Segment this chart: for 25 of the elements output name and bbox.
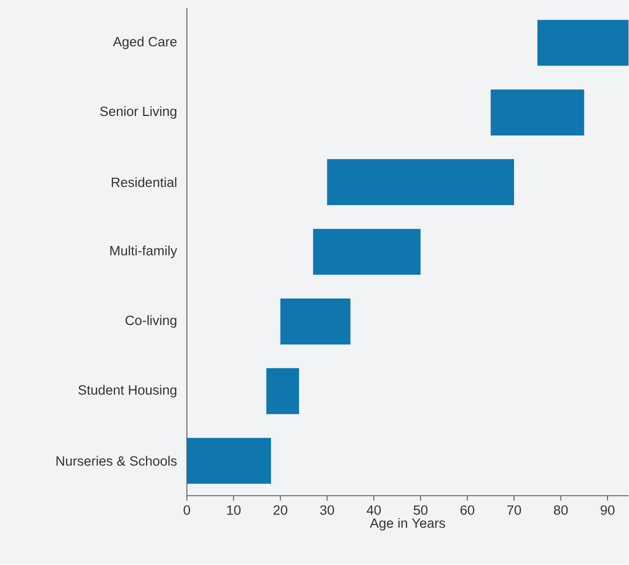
x-tick-label: 30	[320, 506, 334, 516]
x-tick-label: 80	[554, 506, 568, 516]
x-tick-label: 40	[366, 506, 381, 516]
y-tick-label: Residential	[112, 177, 176, 188]
x-tick-label: 10	[227, 506, 241, 516]
y-tick-label: Co-living	[126, 315, 176, 328]
x-tick-label: 90	[600, 506, 614, 516]
x-tick-label: 0	[184, 506, 190, 516]
y-tick-label: Nurseries & Schools	[56, 456, 177, 466]
y-tick-label: Aged Care	[112, 36, 177, 50]
x-tick-label: 70	[507, 506, 521, 516]
bar	[327, 159, 514, 206]
bar	[490, 90, 584, 136]
x-tick-label: 60	[460, 506, 474, 516]
x-tick-label: 50	[414, 506, 428, 516]
bar	[280, 298, 350, 345]
y-tick-label: Student Housing	[78, 385, 176, 398]
bar	[537, 20, 629, 66]
x-axis-title: Age in Years	[370, 518, 446, 531]
x-tick-label: 20	[274, 506, 288, 516]
y-tick-label: Multi-family	[110, 246, 178, 258]
bar	[266, 368, 300, 414]
y-tick-label: Senior Living	[100, 106, 176, 119]
bar	[313, 229, 421, 276]
bar	[186, 438, 271, 484]
